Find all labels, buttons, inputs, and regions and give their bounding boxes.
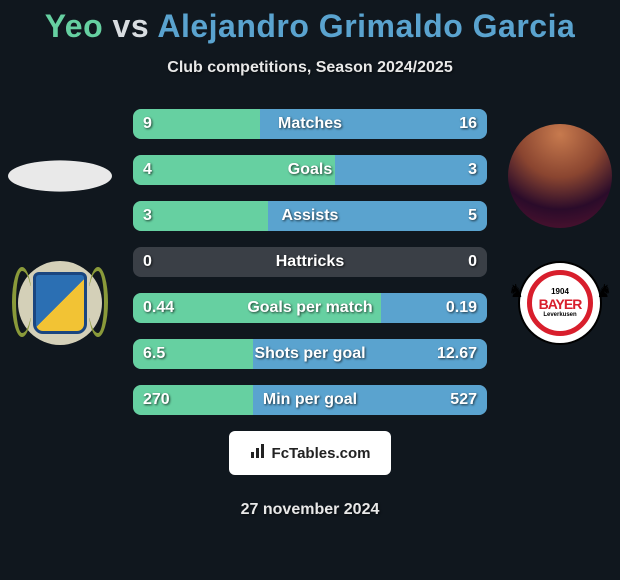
stat-bar-left [133, 201, 268, 231]
date-text: 27 november 2024 [0, 501, 620, 519]
page-title: Yeo vs Alejandro Grimaldo Garcia [0, 0, 620, 45]
title-vs: vs [103, 8, 157, 44]
stat-value-right: 16 [459, 115, 477, 133]
stat-row: 4 3 Goals [133, 155, 487, 185]
stat-label: Goals [288, 161, 332, 179]
stat-row: 0 0 Hattricks [133, 247, 487, 277]
stat-value-right: 3 [468, 161, 477, 179]
stat-value-right: 527 [450, 391, 477, 409]
stat-label: Hattricks [276, 253, 344, 271]
stat-value-left: 6.5 [143, 345, 165, 363]
stat-row: 3 5 Assists [133, 201, 487, 231]
title-player-right: Alejandro Grimaldo Garcia [157, 8, 575, 44]
chart-icon [250, 442, 268, 465]
stat-value-left: 0 [143, 253, 152, 271]
footer-brand-text: FcTables.com [272, 445, 371, 462]
stat-row: 6.5 12.67 Shots per goal [133, 339, 487, 369]
stat-value-right: 12.67 [437, 345, 477, 363]
stat-value-left: 270 [143, 391, 170, 409]
stat-row: 0.44 0.19 Goals per match [133, 293, 487, 323]
footer-brand-badge: FcTables.com [229, 431, 391, 475]
stat-row: 9 16 Matches [133, 109, 487, 139]
stat-label: Matches [278, 115, 342, 133]
subtitle: Club competitions, Season 2024/2025 [0, 59, 620, 77]
stat-value-right: 5 [468, 207, 477, 225]
stat-label: Goals per match [247, 299, 372, 317]
stat-value-right: 0.19 [446, 299, 477, 317]
stats-container: 9 16 Matches 4 3 Goals 3 5 Assists 0 0 Hattricks 0.4… [0, 109, 620, 415]
stat-bar-right [335, 155, 487, 185]
stat-row: 270 527 Min per goal [133, 385, 487, 415]
stat-value-left: 3 [143, 207, 152, 225]
stat-label: Shots per goal [254, 345, 365, 363]
stat-value-left: 4 [143, 161, 152, 179]
stat-value-right: 0 [468, 253, 477, 271]
title-player-left: Yeo [45, 8, 103, 44]
stat-label: Min per goal [263, 391, 357, 409]
stat-value-left: 0.44 [143, 299, 174, 317]
stat-value-left: 9 [143, 115, 152, 133]
stat-label: Assists [282, 207, 339, 225]
stat-bar-left [133, 109, 260, 139]
